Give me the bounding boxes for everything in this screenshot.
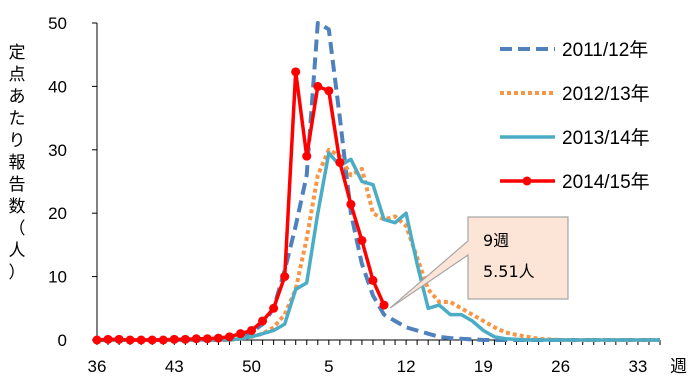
data-point xyxy=(92,335,102,345)
y-axis-label-char: 人 xyxy=(8,241,26,261)
y-axis-label-char: 告 xyxy=(8,175,26,195)
x-tick-label: 50 xyxy=(242,357,261,376)
x-tick-label: 36 xyxy=(88,357,107,376)
y-axis-label-char: 点 xyxy=(8,65,26,85)
y-tick-label: 20 xyxy=(48,204,67,223)
x-tick-label: 12 xyxy=(397,357,416,376)
data-point xyxy=(224,332,234,342)
legend-label: 2013/14年 xyxy=(562,127,650,149)
data-point xyxy=(302,151,312,161)
data-point xyxy=(191,334,201,344)
x-tick-label: 19 xyxy=(474,357,493,376)
legend-marker xyxy=(522,176,532,186)
data-point xyxy=(158,335,168,345)
legend-label: 2014/15年 xyxy=(562,171,650,193)
data-point xyxy=(335,157,345,167)
y-tick-label: 10 xyxy=(48,268,67,287)
data-point xyxy=(379,300,389,310)
y-tick-label: 0 xyxy=(58,331,67,350)
data-point xyxy=(180,334,190,344)
y-axis-label-char: た xyxy=(8,109,26,129)
data-point xyxy=(258,316,268,326)
x-tick-label: 5 xyxy=(324,357,333,376)
data-point xyxy=(169,334,179,344)
x-tick-label: 43 xyxy=(165,357,184,376)
x-axis-label: 週 xyxy=(670,357,687,377)
data-point xyxy=(269,303,279,313)
y-axis-label-char: （ xyxy=(8,219,26,239)
legend-label: 2012/13年 xyxy=(562,83,650,105)
data-point xyxy=(291,67,301,77)
data-point xyxy=(324,86,334,96)
data-point xyxy=(346,199,356,209)
y-tick-label: 30 xyxy=(48,141,67,160)
data-point xyxy=(114,334,124,344)
data-point xyxy=(280,272,290,282)
data-point xyxy=(236,329,246,339)
callout-line-2: 5.51人 xyxy=(483,262,535,281)
data-point xyxy=(368,275,378,285)
legend: 2011/12年 2012/13年 2013/14年 2014/15年 xyxy=(500,39,650,193)
y-tick-label: 50 xyxy=(48,14,67,33)
y-axis-label: 定点あたり報告数（人） xyxy=(6,42,28,284)
callout-line-1: 9週 xyxy=(483,231,509,250)
x-tick-label: 26 xyxy=(551,357,570,376)
data-point xyxy=(147,335,157,345)
data-point xyxy=(247,325,257,335)
y-axis-label-char: 数 xyxy=(8,197,26,217)
legend-label: 2011/12年 xyxy=(562,39,648,61)
series-layer xyxy=(92,21,660,345)
annotation-callout: 9週 5.51人 xyxy=(389,216,569,309)
y-axis-label-char: り xyxy=(8,131,26,151)
y-axis-label-char: ） xyxy=(8,263,26,283)
callout-box xyxy=(389,216,569,309)
data-point xyxy=(136,335,146,345)
y-tick-label: 40 xyxy=(48,77,67,96)
series-line xyxy=(96,70,386,342)
y-axis-label-char: あ xyxy=(8,87,26,107)
data-point xyxy=(213,333,223,343)
data-point xyxy=(103,334,113,344)
data-point xyxy=(357,235,367,245)
y-axis-label-char: 定 xyxy=(8,43,26,63)
x-tick-label: 33 xyxy=(628,357,647,376)
data-point xyxy=(202,334,212,344)
y-axis-label-char: 報 xyxy=(8,153,26,173)
data-point xyxy=(125,335,135,345)
data-point xyxy=(313,81,323,91)
